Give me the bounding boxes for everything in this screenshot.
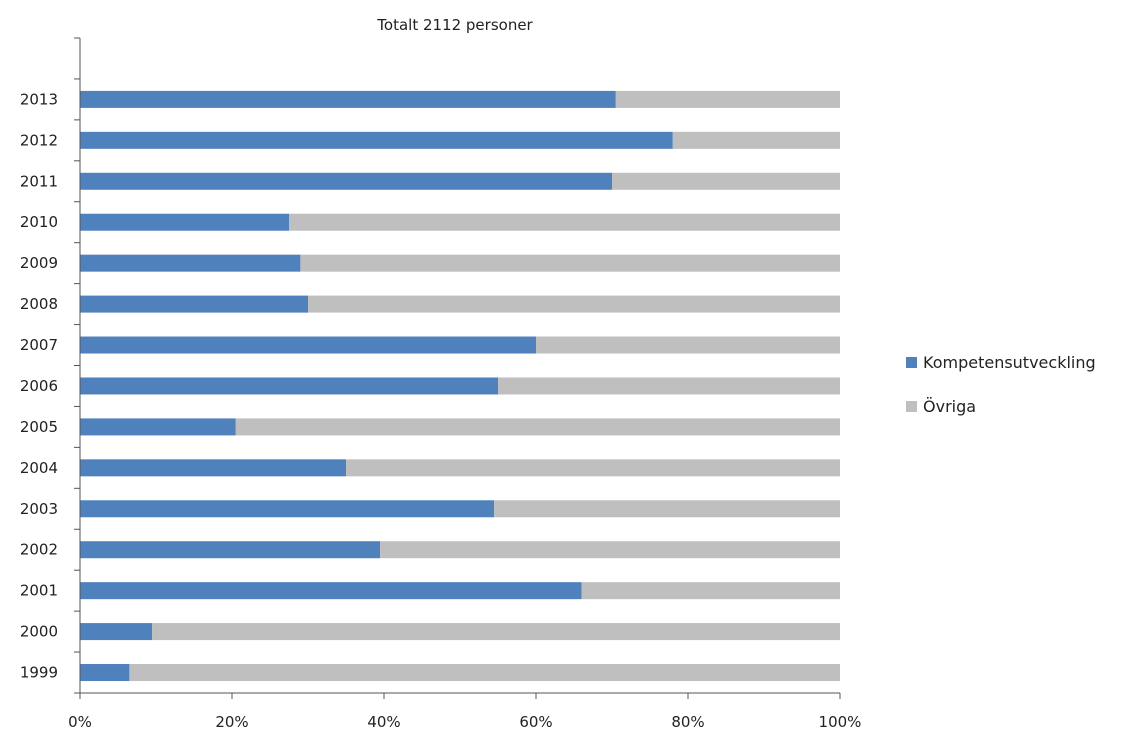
bar-ovriga-2007 [536,337,840,354]
bar-ovriga-2011 [612,173,840,190]
bar-ovriga-2006 [498,377,840,394]
bar-ovriga-1999 [129,664,840,681]
y-tick-label: 2003 [20,500,58,518]
y-tick-label: 2010 [20,213,58,231]
x-tick-label: 0% [68,713,92,731]
bar-kompetensutveckling-2007 [80,337,536,354]
y-tick-label: 2009 [20,254,58,272]
bars-layer [80,91,840,681]
bar-kompetensutveckling-2011 [80,173,612,190]
legend: Kompetensutveckling Övriga [906,353,1096,416]
x-tick-label: 60% [519,713,552,731]
bar-kompetensutveckling-2001 [80,582,582,599]
legend-label-kompetensutveckling: Kompetensutveckling [923,353,1096,372]
y-tick-label: 2007 [20,336,58,354]
bar-ovriga-2012 [673,132,840,149]
bar-kompetensutveckling-2010 [80,214,289,231]
bar-ovriga-2009 [300,255,840,272]
bar-ovriga-2003 [494,500,840,517]
y-tick-label: 2011 [20,172,58,190]
bar-kompetensutveckling-2009 [80,255,300,272]
bar-kompetensutveckling-2004 [80,459,346,476]
y-tick-label: 2008 [20,295,58,313]
bar-kompetensutveckling-2000 [80,623,152,640]
y-tick-label: 1999 [20,664,58,682]
bar-ovriga-2013 [616,91,840,108]
bar-kompetensutveckling-2012 [80,132,673,149]
legend-swatch-ovriga [906,401,917,412]
legend-swatch-kompetensutveckling [906,357,917,368]
bar-ovriga-2005 [236,418,840,435]
x-tick-label: 100% [819,713,862,731]
bar-kompetensutveckling-2003 [80,500,494,517]
bar-ovriga-2010 [289,214,840,231]
y-tick-label: 2002 [20,541,58,559]
bar-ovriga-2008 [308,296,840,313]
y-tick-label: 2005 [20,418,58,436]
x-tick-label: 80% [671,713,704,731]
bar-kompetensutveckling-2008 [80,296,308,313]
bar-kompetensutveckling-2013 [80,91,616,108]
x-tick-label: 20% [215,713,248,731]
bar-kompetensutveckling-2005 [80,418,236,435]
y-tick-label: 2004 [20,459,58,477]
bar-ovriga-2004 [346,459,840,476]
y-tick-label: 2006 [20,377,58,395]
y-tick-label: 2000 [20,623,58,641]
y-tick-label: 2012 [20,131,58,149]
bar-ovriga-2002 [380,541,840,558]
bar-kompetensutveckling-2006 [80,377,498,394]
y-tick-label: 2013 [20,90,58,108]
legend-label-ovriga: Övriga [923,397,976,416]
chart-title: Totalt 2112 personer [376,16,533,34]
bar-ovriga-2001 [582,582,840,599]
bar-ovriga-2000 [152,623,840,640]
x-tick-label: 40% [367,713,400,731]
bar-kompetensutveckling-2002 [80,541,380,558]
y-tick-label: 2001 [20,582,58,600]
bar-kompetensutveckling-1999 [80,664,129,681]
